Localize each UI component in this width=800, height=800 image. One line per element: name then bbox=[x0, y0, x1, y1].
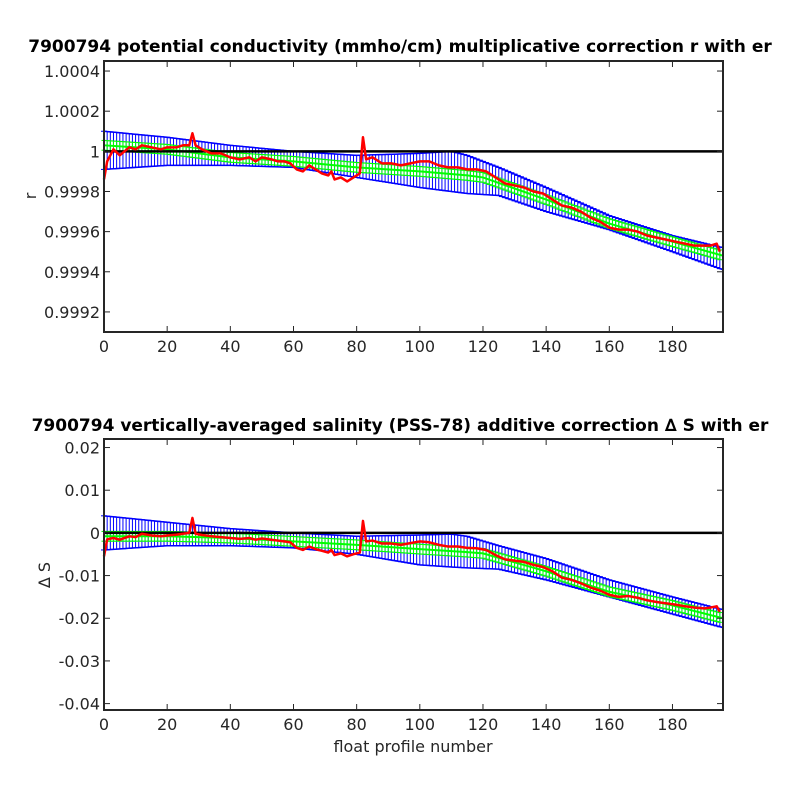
delta-s-y-axis-label: ∆ S bbox=[35, 562, 54, 589]
r-x-tick-label: 40 bbox=[220, 337, 240, 356]
delta-s-y-tick-label: 0 bbox=[90, 524, 100, 543]
r-x-tick-label: 120 bbox=[468, 337, 499, 356]
r-error-lower-line bbox=[103, 164, 724, 271]
r-y-axis-label: r bbox=[21, 192, 40, 199]
r-x-tick-label: 160 bbox=[594, 337, 625, 356]
r-axes-box bbox=[103, 60, 724, 333]
r-x-tick-label: 60 bbox=[283, 337, 303, 356]
delta-s-panel-title: 7900794 vertically-averaged salinity (PS… bbox=[32, 416, 769, 436]
r-panel-title: 7900794 potential conductivity (mmho/cm)… bbox=[28, 37, 772, 57]
r-y-tick-label: 1.0004 bbox=[44, 62, 100, 81]
r-y-tick-label: 0.9994 bbox=[44, 263, 100, 282]
delta-s-y-tick-label: -0.03 bbox=[59, 652, 100, 671]
delta-s-x-tick-label: 20 bbox=[157, 715, 177, 734]
delta-s-raw-correction-line bbox=[102, 516, 721, 613]
r-x-tick-label: 140 bbox=[531, 337, 562, 356]
delta-s-x-tick-label: 80 bbox=[346, 715, 366, 734]
delta-s-y-tick-label: 0.02 bbox=[64, 439, 100, 458]
r-y-tick-label: 0.9992 bbox=[44, 303, 100, 322]
r-y-tick-label: 0.9996 bbox=[44, 223, 100, 242]
r-y-tick-label: 1 bbox=[90, 142, 100, 161]
delta-s-x-tick-label: 100 bbox=[405, 715, 436, 734]
delta-s-y-tick-label: -0.02 bbox=[59, 609, 100, 628]
r-fit-line bbox=[103, 144, 724, 257]
delta-s-x-tick-label: 160 bbox=[594, 715, 625, 734]
x-axis-label: float profile number bbox=[333, 737, 493, 756]
r-correction-panel: 7900794 potential conductivity (mmho/cm)… bbox=[21, 37, 772, 356]
r-plot-area bbox=[104, 61, 723, 332]
r-x-tick-label: 180 bbox=[657, 337, 688, 356]
delta-s-y-tick-label: -0.04 bbox=[59, 695, 100, 714]
delta-s-plot-area bbox=[104, 439, 723, 710]
r-x-tick-label: 20 bbox=[157, 337, 177, 356]
delta-s-y-tick-label: -0.01 bbox=[59, 567, 100, 586]
delta-s-correction-panel: 7900794 vertically-averaged salinity (PS… bbox=[32, 416, 769, 756]
r-x-tick-label: 0 bbox=[99, 337, 109, 356]
delta-s-error-upper-line bbox=[103, 515, 724, 611]
r-y-tick-label: 0.9998 bbox=[44, 182, 100, 201]
delta-s-x-tick-label: 140 bbox=[531, 715, 562, 734]
delta-s-x-tick-label: 40 bbox=[220, 715, 240, 734]
delta-s-y-tick-label: 0.01 bbox=[64, 481, 100, 500]
delta-s-x-tick-label: 60 bbox=[283, 715, 303, 734]
delta-s-x-tick-label: 0 bbox=[99, 715, 109, 734]
r-x-tick-label: 100 bbox=[405, 337, 436, 356]
delta-s-x-tick-label: 120 bbox=[468, 715, 499, 734]
delta-s-axes-box bbox=[103, 438, 724, 711]
r-raw-correction-line bbox=[102, 132, 722, 253]
r-y-tick-label: 1.0002 bbox=[44, 102, 100, 121]
r-x-tick-label: 80 bbox=[346, 337, 366, 356]
delta-s-x-tick-label: 180 bbox=[657, 715, 688, 734]
